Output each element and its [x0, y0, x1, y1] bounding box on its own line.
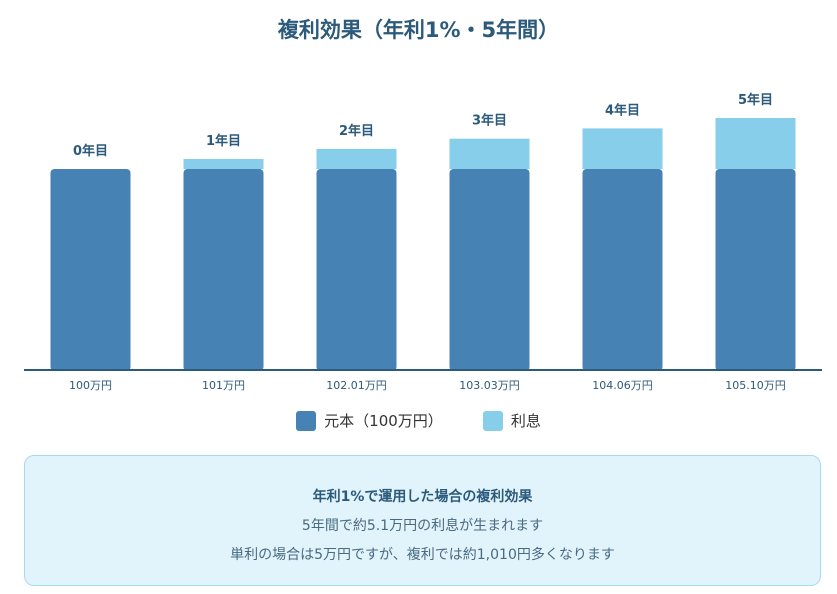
info-line-comparison: 単利の場合は5万円ですが、複利では約1,010円多くなります: [230, 547, 615, 563]
legend-swatch-principal: [296, 410, 317, 431]
interest-bar: [715, 118, 796, 169]
principal-bar: [449, 169, 530, 371]
legend-item-interest: 利息: [482, 410, 541, 431]
principal-bar: [582, 169, 663, 371]
chart-legend: 元本（100万円） 利息: [0, 410, 837, 431]
bar-year-label: 2年目: [339, 123, 374, 139]
x-tick-label: 105.10万円: [725, 379, 786, 392]
bar-chart: 0年目 100万円 1年目 101万円 2年目 102.01万円 3年目 103.03万円 4年…: [24, 92, 822, 392]
legend-label-interest: 利息: [510, 412, 541, 430]
x-tick-label: 102.01万円: [326, 379, 387, 392]
chart-title: 複利効果（年利1%・5年間）: [277, 18, 560, 42]
bar-year-label: 4年目: [605, 102, 640, 118]
info-box: 年利1%で運用した場合の複利効果 5年間で約5.1万円の利息が生まれます 単利の…: [24, 455, 821, 586]
interest-bar: [582, 128, 663, 169]
x-tick-label: 103.03万円: [459, 379, 520, 392]
bar-year-label: 1年目: [206, 133, 241, 149]
principal-bar: [183, 169, 264, 371]
principal-bar: [50, 169, 131, 371]
interest-bar: [183, 159, 264, 169]
x-tick-label: 101万円: [202, 379, 245, 392]
interest-bar: [316, 148, 397, 169]
legend-swatch-interest: [482, 410, 503, 431]
x-tick-label: 104.06万円: [592, 379, 653, 392]
bar-year-label: 5年目: [738, 92, 773, 108]
x-tick-label: 100万円: [69, 379, 112, 392]
info-line-interest: 5年間で約5.1万円の利息が生まれます: [301, 518, 544, 534]
bar-year-label: 3年目: [472, 113, 507, 129]
interest-bar: [449, 138, 530, 169]
info-heading: 年利1%で運用した場合の複利効果: [312, 489, 533, 505]
principal-bar: [715, 169, 796, 371]
principal-bar: [316, 169, 397, 371]
legend-label-principal: 元本（100万円）: [324, 412, 443, 430]
legend-item-principal: 元本（100万円）: [296, 410, 443, 431]
bar-year-label: 0年目: [73, 143, 108, 159]
